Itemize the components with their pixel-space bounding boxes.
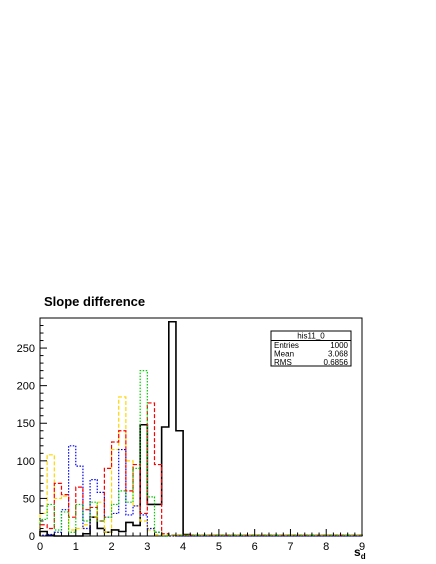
stats-row-label: Entries [274,341,299,350]
x-tick-label: 9 [359,541,365,553]
y-tick-label: 100 [17,456,35,468]
chart-title: Slope difference [44,294,146,309]
x-tick-label: 8 [323,541,329,553]
stats-row-value: 3.068 [328,350,349,359]
x-tick-label: 1 [73,541,79,553]
y-tick-label: 50 [23,493,35,505]
stats-box-frame [270,330,352,367]
x-tick-label: 2 [108,541,114,553]
stats-row-label: RMS [274,358,292,367]
y-tick-label: 0 [29,531,35,543]
histogram-series-1 [39,396,363,537]
x-tick-label: 5 [216,541,222,553]
stats-row-value: 0.6856 [324,358,349,367]
y-tick-label: 200 [17,381,35,393]
x-tick-label: 7 [287,541,293,553]
x-tick-label: 6 [252,541,258,553]
stats-row-value: 1000 [330,341,348,350]
histogram-series-3 [39,402,363,536]
y-tick-label: 250 [17,343,35,355]
x-tick-label: 3 [144,541,150,553]
x-tick-label: 4 [180,541,186,553]
x-tick-label: 0 [37,541,43,553]
axis-layer: 0 1 2 3 4 5 6 7 8 9 0 50 100 150 200 250 sd [17,317,366,561]
stats-box-name: his11_0 [297,332,325,341]
histogram-series-2 [39,445,362,537]
y-tick-label: 150 [17,418,35,430]
histogram-series-4 [39,370,363,537]
x-axis-label: sd [354,545,366,561]
stats-row-label: Mean [274,350,294,359]
